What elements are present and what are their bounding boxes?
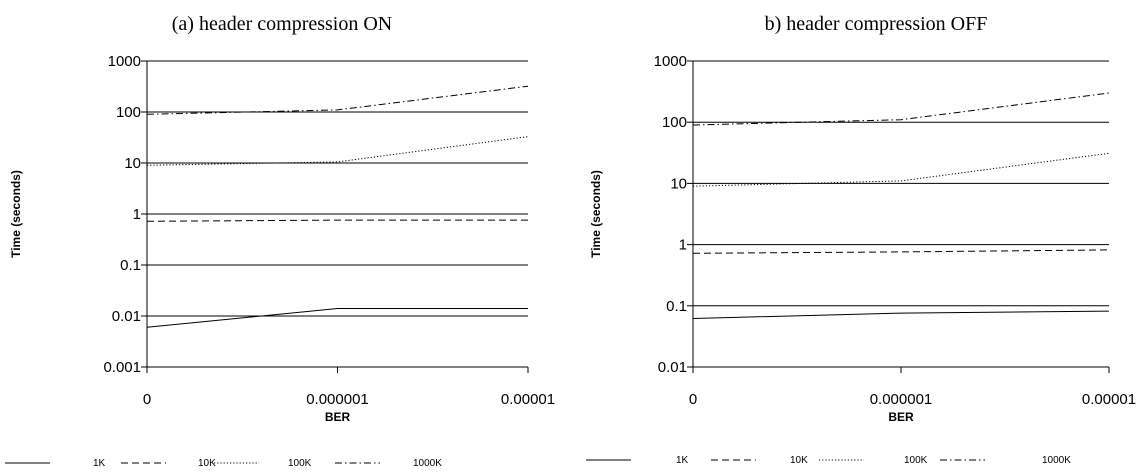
- legend: 1K 10K 100K 1000K: [5, 458, 442, 469]
- series-line-10k: [146, 219, 528, 222]
- series-line-1k: [692, 310, 1110, 319]
- legend-label-10k: 10K: [198, 458, 216, 469]
- legend-label-1k: 1K: [676, 455, 689, 466]
- y-tick-label: 1: [679, 237, 687, 254]
- legend-label-1000k: 1000K: [1042, 455, 1071, 466]
- x-tick-label: 0.00001: [1082, 391, 1136, 408]
- x-tick-label: 0: [143, 391, 151, 408]
- x-axis-label: BER: [888, 410, 914, 424]
- series-line-1000k: [692, 92, 1110, 126]
- y-tick-label: 1000: [108, 53, 141, 70]
- y-tick-label: 10: [124, 155, 141, 172]
- series-line-100k: [692, 152, 1110, 187]
- legend-label-100k: 100K: [904, 455, 928, 466]
- series-line-10k: [692, 249, 1110, 254]
- legend-label-1k: 1K: [93, 458, 106, 469]
- y-axis-label: Time (seconds): [9, 170, 23, 258]
- y-tick-label: 100: [116, 104, 141, 121]
- legend-label-10k: 10K: [790, 455, 808, 466]
- chart-title: (a) header compression ON: [172, 13, 392, 35]
- y-tick-label: 0.01: [658, 359, 687, 376]
- chart-panel-compression-off: b) header compression OFF 0.01 0.1 1 10 100 10…: [586, 13, 1136, 466]
- y-tick-label: 1000: [654, 53, 687, 70]
- y-tick-label: 100: [662, 114, 687, 131]
- legend-label-100k: 100K: [288, 458, 312, 469]
- y-tick-label: 0.1: [120, 257, 141, 274]
- x-tick-label: 0: [689, 391, 697, 408]
- chart-panel-compression-on: (a) header compression ON 0.001 0.01 0.1 1 10…: [5, 13, 555, 469]
- y-tick-label: 10: [670, 175, 687, 192]
- y-tick-label: 0.01: [112, 308, 141, 325]
- series-line-1k: [146, 308, 528, 328]
- x-tick-label: 0.00001: [501, 391, 555, 408]
- y-axis-label: Time (seconds): [589, 170, 603, 258]
- x-tick-label: 0.000001: [306, 391, 369, 408]
- y-tick-label: 1: [133, 206, 141, 223]
- series-line-1000k: [146, 85, 529, 115]
- series-line-100k: [146, 136, 529, 166]
- x-axis-label: BER: [325, 410, 351, 424]
- y-tick-label: 0.001: [103, 359, 141, 376]
- legend-label-1000k: 1000K: [413, 458, 442, 469]
- legend: 1K 10K 100K 1000K: [586, 455, 1071, 466]
- y-tick-label: 0.1: [666, 298, 687, 315]
- chart-title: b) header compression OFF: [765, 13, 988, 35]
- x-tick-label: 0.000001: [870, 391, 933, 408]
